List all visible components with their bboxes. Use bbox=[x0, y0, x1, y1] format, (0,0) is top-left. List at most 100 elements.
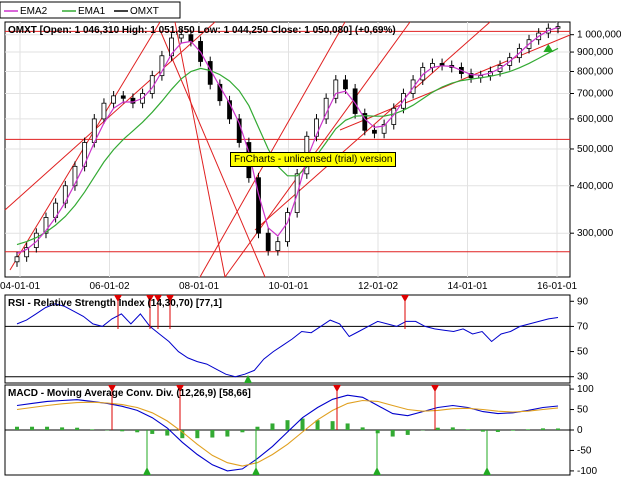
macd-hist-11 bbox=[180, 430, 185, 439]
price-xtick-label-0: 04-01-01 bbox=[0, 281, 40, 292]
macd-hist-3 bbox=[60, 427, 65, 430]
ohlc-body-38 bbox=[381, 124, 387, 134]
rsi-ytick-label-2: 50 bbox=[577, 347, 589, 358]
macd-sell-marker-3 bbox=[431, 385, 439, 392]
trend-line-3 bbox=[174, 21, 226, 278]
ohlc-body-0 bbox=[14, 256, 20, 263]
ohlc-body-2 bbox=[33, 232, 39, 248]
ohlc-body-21 bbox=[217, 83, 223, 102]
macd-hist-4 bbox=[75, 427, 80, 430]
price-xtick-label-1: 06-01-02 bbox=[89, 281, 129, 292]
ohlc-body-22 bbox=[227, 100, 232, 120]
macd-ytick-label-3: -50 bbox=[577, 445, 592, 456]
trial-watermark: FnCharts - unlicensed (trial) version bbox=[230, 152, 397, 167]
ohlc-body-44 bbox=[439, 63, 445, 66]
ohlc-body-3 bbox=[43, 217, 49, 234]
macd-ytick-label-2: 0 bbox=[577, 425, 583, 436]
macd-hist-2 bbox=[45, 426, 50, 430]
macd-hist-1 bbox=[30, 426, 35, 430]
macd-hist-26 bbox=[405, 430, 410, 435]
price-ytick-label-7: 300,000 bbox=[577, 228, 614, 239]
macd-sell-marker-0 bbox=[108, 385, 116, 392]
ohlc-body-6 bbox=[72, 165, 78, 187]
ohlc-body-25 bbox=[256, 177, 261, 234]
macd-hist-35 bbox=[540, 428, 545, 430]
macd-hist-36 bbox=[556, 428, 560, 430]
rsi-sell-marker-0 bbox=[114, 295, 122, 302]
trend-line-5 bbox=[224, 21, 411, 278]
macd-hist-19 bbox=[300, 418, 305, 430]
ohlc-body-33 bbox=[333, 79, 339, 99]
macd-hist-30 bbox=[465, 429, 470, 430]
price-ytick-label-4: 600,000 bbox=[577, 114, 614, 125]
legend-box bbox=[0, 1, 181, 19]
ohlc-body-26 bbox=[265, 232, 271, 251]
legend-label-0: EMA2 bbox=[20, 6, 48, 17]
series-line-ema1 bbox=[16, 47, 559, 246]
trend-line-4 bbox=[199, 21, 346, 278]
price-xtick-label-5: 14-01-01 bbox=[447, 281, 487, 292]
ohlc-body-10 bbox=[111, 95, 117, 104]
macd-hist-20 bbox=[315, 420, 320, 430]
macd-hist-12 bbox=[195, 430, 200, 439]
macd-ytick-label-1: 50 bbox=[577, 405, 589, 416]
macd-sell-marker-2 bbox=[333, 385, 341, 392]
price-title: OMXT [Open: 1 046,310 High: 1 051,850 Lo… bbox=[8, 25, 396, 36]
macd-hist-9 bbox=[150, 430, 155, 434]
macd-hist-23 bbox=[360, 427, 365, 430]
rsi-ytick-label-1: 70 bbox=[577, 321, 589, 332]
macd-hist-29 bbox=[450, 427, 455, 430]
macd-hist-10 bbox=[165, 430, 170, 436]
macd-hist-24 bbox=[375, 430, 380, 434]
rsi-ytick-label-3: 30 bbox=[577, 372, 589, 383]
macd-hist-22 bbox=[345, 423, 350, 430]
price-xtick-label-4: 12-01-02 bbox=[358, 281, 398, 292]
price-ytick-label-1: 900,000 bbox=[577, 47, 614, 58]
macd-hist-25 bbox=[390, 430, 395, 437]
ohlc-body-9 bbox=[101, 102, 107, 120]
ohlc-body-16 bbox=[169, 37, 174, 57]
ohlc-body-7 bbox=[82, 142, 88, 167]
macd-hist-21 bbox=[330, 421, 335, 430]
rsi-buy-marker bbox=[244, 375, 252, 383]
rsi-ytick-label-0: 90 bbox=[577, 296, 589, 307]
macd-sell-marker-1 bbox=[176, 385, 184, 392]
rsi-sell-marker-2 bbox=[154, 295, 162, 302]
rsi-line bbox=[16, 303, 559, 378]
price-ytick-label-5: 500,000 bbox=[577, 144, 614, 155]
price-ytick-label-2: 800,000 bbox=[577, 66, 614, 77]
ohlc-body-47 bbox=[468, 73, 474, 79]
macd-hist-15 bbox=[240, 430, 245, 433]
legend-label-2: OMXT bbox=[130, 6, 159, 17]
macd-hist-16 bbox=[255, 426, 260, 430]
macd-title: MACD - Moving Average Conv. Div. (12,26,… bbox=[8, 388, 251, 399]
price-xtick-label-3: 10-01-01 bbox=[268, 281, 308, 292]
macd-hist-18 bbox=[285, 420, 290, 430]
price-ytick-label-6: 400,000 bbox=[577, 181, 614, 192]
macd-buy-marker-1 bbox=[252, 467, 260, 475]
macd-hist-31 bbox=[480, 430, 485, 432]
rsi-title: RSI - Relative Strength Index (14,30,70)… bbox=[8, 298, 222, 309]
macd-hist-8 bbox=[135, 430, 140, 433]
macd-hist-14 bbox=[225, 430, 230, 437]
ohlc-body-34 bbox=[343, 79, 348, 90]
trend-line-2 bbox=[159, 29, 266, 278]
rsi-sell-marker-4 bbox=[401, 295, 409, 302]
macd-hist-32 bbox=[495, 430, 500, 432]
macd-buy-marker-0 bbox=[143, 467, 151, 475]
legend-label-1: EMA1 bbox=[78, 6, 106, 17]
macd-hist-33 bbox=[510, 430, 515, 431]
ohlc-body-11 bbox=[120, 95, 126, 99]
ohlc-body-36 bbox=[362, 113, 368, 131]
price-ytick-label-3: 700,000 bbox=[577, 88, 614, 99]
buy-arrow bbox=[543, 44, 554, 53]
macd-buy-marker-3 bbox=[483, 467, 491, 475]
macd-series-1 bbox=[16, 399, 559, 467]
macd-ytick-label-4: -100 bbox=[577, 466, 597, 477]
ohlc-body-28 bbox=[285, 212, 290, 243]
macd-hist-34 bbox=[525, 429, 530, 430]
macd-hist-5 bbox=[90, 429, 95, 430]
macd-hist-13 bbox=[210, 430, 215, 438]
ohlc-body-1 bbox=[24, 247, 30, 258]
